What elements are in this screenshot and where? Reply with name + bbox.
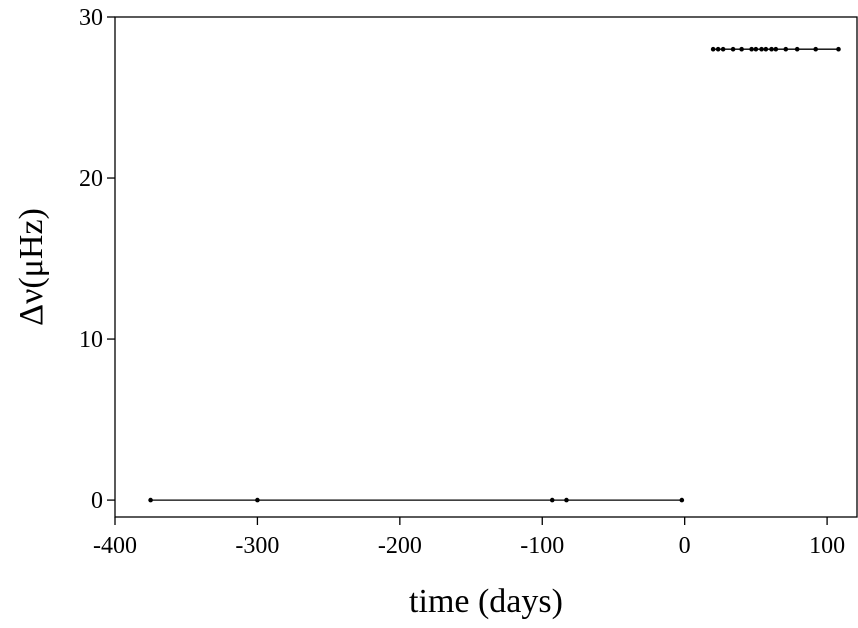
data-point xyxy=(730,46,736,52)
y-tick-label: 20 xyxy=(79,166,103,192)
x-tick-label: -200 xyxy=(378,533,422,559)
data-point xyxy=(783,46,789,52)
y-tick-label: 10 xyxy=(79,327,103,353)
data-point xyxy=(813,46,818,52)
data-point xyxy=(679,497,685,503)
data-point xyxy=(739,46,744,52)
data-point xyxy=(749,46,754,52)
x-tick-label: -100 xyxy=(520,533,564,559)
data-point xyxy=(836,46,841,52)
x-tick-label: 100 xyxy=(809,533,845,559)
y-axis-label: Δν(μHz) xyxy=(13,208,50,326)
data-point xyxy=(759,46,764,52)
data-point xyxy=(564,497,569,503)
data-point xyxy=(769,46,774,52)
x-tick-label: -300 xyxy=(235,533,279,559)
data-point xyxy=(710,46,716,52)
data-point xyxy=(715,46,721,52)
data-point xyxy=(773,46,779,52)
x-tick-label: 0 xyxy=(679,533,691,559)
data-point xyxy=(794,46,800,52)
data-point xyxy=(148,497,153,503)
y-tick-label: 0 xyxy=(91,488,103,514)
data-point xyxy=(549,497,555,503)
data-point xyxy=(753,46,759,52)
plot-frame xyxy=(114,16,858,518)
x-axis-label: time (days) xyxy=(409,583,563,620)
data-point xyxy=(255,497,260,503)
data-point xyxy=(763,46,769,52)
x-tick-label: -400 xyxy=(93,533,137,559)
y-tick-label: 30 xyxy=(79,5,103,31)
data-point xyxy=(720,46,726,52)
